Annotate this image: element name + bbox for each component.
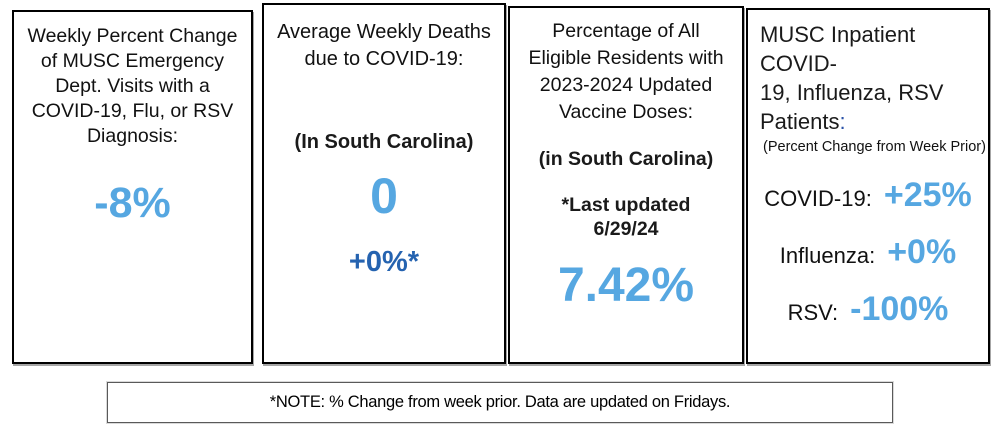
note-text: *NOTE: % Change from week prior. Data ar… [269,393,731,411]
note-box: *NOTE: % Change from week prior. Data ar… [106,381,894,424]
influenza-row-label: Influenza: [779,243,876,268]
inpatient-title: MUSC Inpatient COVID- 19, Influenza, RSV… [760,22,944,134]
inpatient-title-colon: : [839,109,846,134]
rsv-row-value: -100% [850,290,949,328]
vaccine-last-updated: *Last updated 6/29/24 [561,194,691,240]
panel-weekly-deaths: Average Weekly Deaths due to COVID-19: (… [262,3,506,364]
vaccine-location: (in South Carolina) [538,148,714,170]
inpatient-row-covid: COVID-19: +25% [748,176,988,216]
inpatient-row-rsv: RSV: -100% [748,290,988,330]
inpatient-subtitle: (Percent Change from Week Prior) [763,139,986,155]
panel-ed-visits: Weekly Percent Change of MUSC Emergency … [12,10,253,364]
vaccine-title: Percentage of All Eligible Residents wit… [528,20,724,123]
ed-visits-title: Weekly Percent Change of MUSC Emergency … [27,25,238,147]
weekly-deaths-change: +0%* [348,246,420,278]
weekly-deaths-title: Average Weekly Deaths due to COVID-19: [277,21,491,70]
rsv-row-label: RSV: [787,300,839,325]
vaccine-value: 7.42% [557,259,695,312]
inpatient-title-wrap: MUSC Inpatient COVID- 19, Influenza, RSV… [748,10,988,136]
covid-row-label: COVID-19: [764,186,872,211]
panel-vaccine-doses: Percentage of All Eligible Residents wit… [508,6,744,364]
influenza-row-value: +0% [887,233,957,271]
inpatient-row-influenza: Influenza: +0% [748,233,988,273]
covid-row-value: +25% [883,176,972,214]
weekly-deaths-value: 0 [370,168,398,224]
panel-inpatient: MUSC Inpatient COVID- 19, Influenza, RSV… [746,8,990,364]
ed-visits-value: -8% [94,179,171,227]
weekly-deaths-location: (In South Carolina) [294,131,474,153]
inpatient-rows: COVID-19: +25% Influenza: +0% RSV: -100% [748,176,988,330]
